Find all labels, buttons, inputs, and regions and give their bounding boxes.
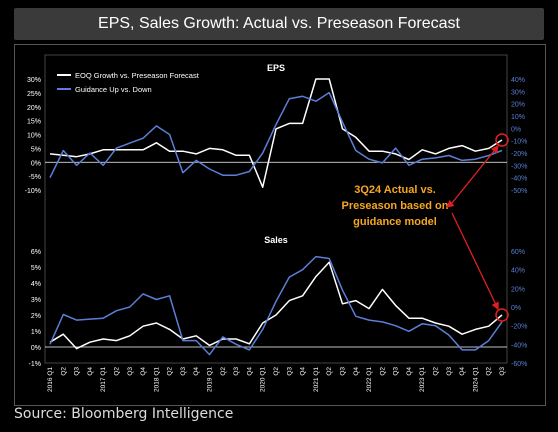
x-tick-label: Q3	[74, 367, 81, 376]
x-tick-label: 2021 Q1	[313, 367, 320, 392]
x-tick-label: Q4	[353, 367, 360, 376]
x-tick-label: Q2	[113, 367, 120, 376]
legend-label: Guidance Up vs. Down	[75, 85, 152, 94]
chart-panel: EPS 30% 25% 20% 15% 10% 5% 0% -5% -10% 40% 30% 20% 10…	[14, 44, 546, 406]
x-tick-label: Q3	[233, 367, 240, 376]
x-tick-label: Q4	[87, 367, 94, 376]
panel-title-sales: Sales	[264, 235, 288, 245]
annotation-text: 3Q24 Actual vs.	[354, 184, 436, 196]
right-tick-label: -30%	[511, 163, 527, 170]
right-tick-label: 40%	[511, 268, 525, 275]
x-tick-label: Q3	[393, 367, 400, 376]
right-tick-label: 0%	[511, 126, 521, 133]
highlight-marker-sales	[495, 308, 509, 322]
right-tick-label: -40%	[511, 176, 527, 183]
x-tick-label: Q4	[300, 367, 307, 376]
annotation-arrow-eps	[451, 145, 499, 204]
x-tick-label: Q3	[286, 367, 293, 376]
left-tick-label: 0%	[31, 160, 41, 167]
plot-border	[44, 54, 508, 364]
x-tick-label: Q4	[246, 367, 253, 376]
x-tick-label: Q2	[273, 367, 280, 376]
annotation-arrow-sales	[451, 212, 499, 311]
left-tick-label: -1%	[29, 361, 41, 368]
highlight-marker-eps	[495, 133, 509, 147]
series-line-eoq-eps	[49, 78, 503, 188]
panel-title-eps: EPS	[267, 63, 285, 73]
left-tick-label: 3%	[31, 297, 41, 304]
x-tick-label: Q2	[379, 367, 386, 376]
left-tick-label: 20%	[27, 105, 41, 112]
left-tick-label: 2%	[31, 313, 41, 320]
x-tick-label: Q3	[339, 367, 346, 376]
legend-label: EOQ Growth vs. Preseason Forecast	[75, 71, 200, 80]
x-tick-label: Q4	[406, 367, 413, 376]
x-tick-label: Q2	[167, 367, 174, 376]
x-tick-label: Q4	[459, 367, 466, 376]
right-tick-label: -60%	[511, 361, 527, 368]
right-tick-label: 20%	[511, 286, 525, 293]
x-tick-label: 2019 Q1	[207, 367, 214, 392]
right-tick-label: -10%	[511, 139, 527, 146]
x-tick-label: Q2	[433, 367, 440, 376]
annotation-text: Preseason based on	[342, 200, 449, 212]
x-tick-label: 2018 Q1	[153, 367, 160, 392]
left-tick-label: 1%	[31, 329, 41, 336]
left-tick-label: -5%	[29, 174, 41, 181]
x-tick-label: Q2	[60, 367, 67, 376]
right-tick-label: 0%	[511, 305, 521, 312]
chart-svg: EPS 30% 25% 20% 15% 10% 5% 0% -5% -10% 40% 30% 20% 10…	[25, 54, 527, 392]
left-tick-label: 4%	[31, 281, 41, 288]
chart-title: EPS, Sales Growth: Actual vs. Preseason …	[98, 15, 460, 32]
right-tick-label: 10%	[511, 114, 525, 121]
x-tick-label: Q3	[499, 367, 506, 376]
x-tick-label: Q2	[486, 367, 493, 376]
x-tick-label: Q3	[446, 367, 453, 376]
right-tick-label: -20%	[511, 324, 527, 331]
right-tick-label: -20%	[511, 151, 527, 158]
x-tick-label: Q2	[220, 367, 227, 376]
title-bar: EPS, Sales Growth: Actual vs. Preseason …	[14, 8, 544, 40]
series-line-guidance-sales	[49, 255, 503, 356]
x-tick-label: Q3	[127, 367, 134, 376]
x-tick-label: 2024 Q1	[472, 367, 479, 392]
x-tick-label: 2017 Q1	[100, 367, 107, 392]
left-tick-label: 6%	[31, 249, 41, 256]
series-line-guidance-eps	[49, 91, 503, 179]
x-tick-label: Q4	[193, 367, 200, 376]
x-tick-label: 2016 Q1	[47, 367, 54, 392]
left-tick-label: 5%	[31, 146, 41, 153]
right-tick-label: 30%	[511, 89, 525, 96]
annotation-text: guidance model	[353, 216, 437, 228]
source-note: Source: Bloomberg Intelligence	[14, 406, 234, 422]
right-tick-label: 60%	[511, 249, 525, 256]
right-tick-label: 20%	[511, 102, 525, 109]
x-tick-label: Q4	[140, 367, 147, 376]
x-tick-label: 2022 Q1	[366, 367, 373, 392]
left-tick-label: 5%	[31, 265, 41, 272]
left-tick-label: 25%	[27, 91, 41, 98]
right-tick-label: 40%	[511, 77, 525, 84]
x-tick-label: Q3	[180, 367, 187, 376]
left-tick-label: 15%	[27, 119, 41, 126]
x-tick-label: 2020 Q1	[260, 367, 267, 392]
left-tick-label: -10%	[25, 188, 41, 195]
x-tick-label: 2023 Q1	[419, 367, 426, 392]
right-tick-label: -40%	[511, 342, 527, 349]
series-line-eoq-sales	[49, 261, 503, 350]
left-tick-label: 0%	[31, 345, 41, 352]
x-tick-label: Q2	[326, 367, 333, 376]
left-tick-label: 30%	[27, 77, 41, 84]
left-tick-label: 10%	[27, 133, 41, 140]
right-tick-label: -50%	[511, 188, 527, 195]
annotation-arrow-text	[445, 199, 455, 208]
